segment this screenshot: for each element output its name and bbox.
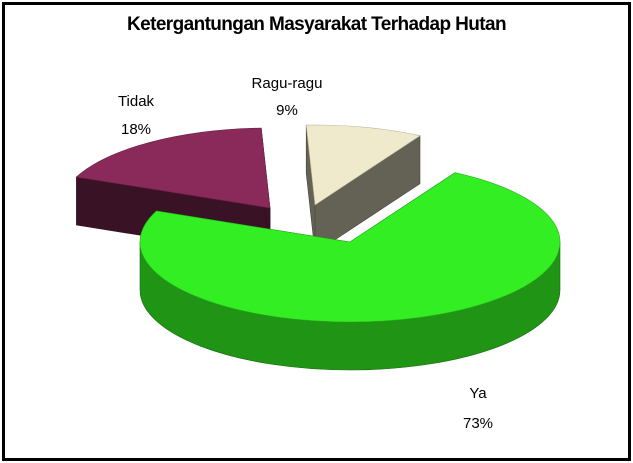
pie-side-walls: [75, 124, 561, 371]
slice-ragu-ragu: [305, 124, 421, 206]
slice-ragu-ragu-name: Ragu-ragu: [252, 75, 323, 92]
slice-tidak-name: Tidak: [118, 93, 155, 110]
slice-tidak-percent: 18%: [121, 121, 151, 138]
slice-tidak: [75, 127, 271, 209]
slice-ya: [139, 172, 561, 323]
slice-ya-percent: 73%: [463, 415, 493, 432]
slice-ya-name: Ya: [469, 385, 487, 402]
slice-ragu-ragu-percent: 9%: [276, 102, 298, 119]
chart-title: Ketergantungan Masyarakat Terhadap Hutan: [127, 14, 507, 35]
